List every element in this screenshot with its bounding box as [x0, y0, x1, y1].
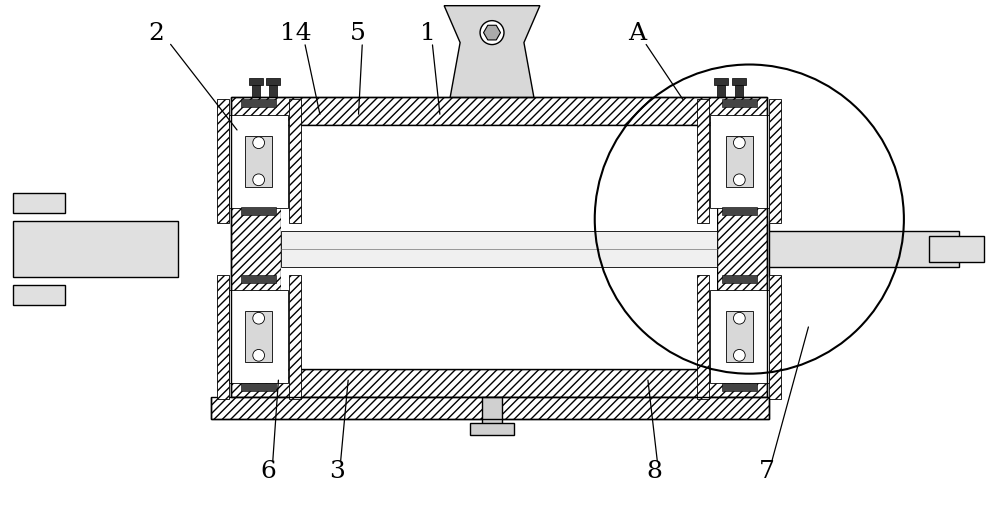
Bar: [217, 99, 229, 223]
Bar: [229, 115, 288, 208]
Bar: [722, 275, 757, 283]
Circle shape: [733, 349, 745, 361]
Bar: [13, 221, 178, 277]
Bar: [249, 79, 263, 86]
Circle shape: [733, 174, 745, 186]
Bar: [722, 99, 757, 107]
Circle shape: [253, 174, 265, 186]
Circle shape: [253, 312, 265, 324]
Circle shape: [253, 349, 265, 361]
Bar: [241, 207, 276, 215]
Bar: [241, 383, 276, 390]
Bar: [211, 396, 769, 419]
Bar: [726, 311, 753, 363]
Bar: [732, 79, 746, 86]
Text: 7: 7: [759, 460, 775, 483]
Bar: [13, 193, 65, 213]
Bar: [769, 231, 959, 267]
Bar: [241, 275, 276, 283]
Circle shape: [733, 312, 745, 324]
Bar: [929, 236, 984, 262]
Text: A: A: [629, 22, 647, 45]
Circle shape: [253, 137, 265, 149]
Bar: [470, 422, 514, 434]
Bar: [697, 99, 709, 223]
Text: 1: 1: [420, 22, 436, 45]
Bar: [217, 275, 229, 399]
Bar: [722, 383, 757, 390]
Polygon shape: [444, 6, 540, 97]
Bar: [769, 99, 781, 223]
Circle shape: [480, 21, 504, 45]
Bar: [245, 136, 272, 187]
Text: 8: 8: [647, 460, 663, 483]
Bar: [266, 79, 280, 86]
Bar: [769, 275, 781, 399]
Bar: [269, 86, 277, 97]
Bar: [717, 86, 725, 97]
Text: 2: 2: [148, 22, 164, 45]
Bar: [231, 97, 767, 125]
Text: 5: 5: [349, 22, 365, 45]
Bar: [289, 275, 301, 399]
Text: 3: 3: [330, 460, 345, 483]
Bar: [710, 115, 769, 208]
Bar: [735, 86, 743, 97]
Text: 14: 14: [280, 22, 311, 45]
Text: 6: 6: [261, 460, 277, 483]
Bar: [13, 285, 65, 305]
Bar: [245, 311, 272, 363]
Bar: [714, 79, 728, 86]
Bar: [231, 125, 281, 369]
Circle shape: [733, 137, 745, 149]
Bar: [717, 125, 767, 369]
Bar: [241, 99, 276, 107]
Bar: [281, 125, 717, 369]
Bar: [252, 86, 260, 97]
Bar: [482, 396, 502, 424]
Bar: [289, 99, 301, 223]
Bar: [710, 291, 769, 383]
Bar: [697, 275, 709, 399]
Bar: [726, 136, 753, 187]
Bar: [722, 207, 757, 215]
Bar: [281, 231, 717, 267]
Bar: [229, 291, 288, 383]
Bar: [231, 369, 767, 396]
